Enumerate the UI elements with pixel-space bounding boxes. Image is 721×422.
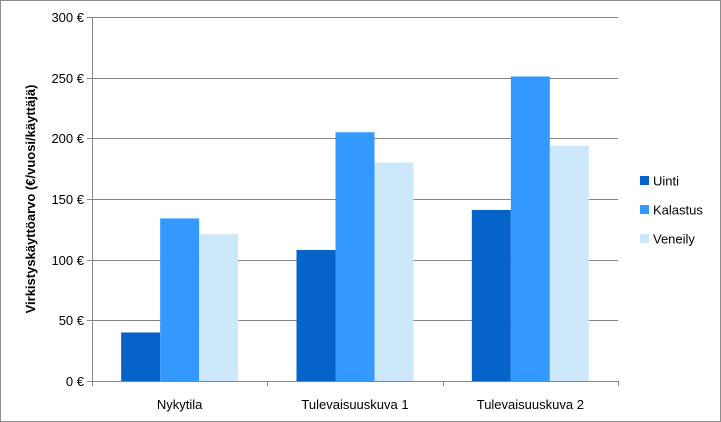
bar-kalastus-3	[510, 76, 550, 381]
bar-kalastus-2	[335, 132, 375, 381]
legend-swatch-uinti	[640, 176, 649, 185]
y-tick-label: 300 €	[51, 10, 84, 25]
legend-swatch-veneily	[640, 234, 649, 243]
bar-uinti-3	[471, 209, 511, 381]
bars	[121, 76, 589, 381]
y-tick-label: 100 €	[51, 253, 84, 268]
y-axis-title: Virkistyskäyttöarvo (€/vuosi/käyttäjä)	[23, 85, 38, 314]
bar-veneily-2	[374, 162, 414, 381]
y-tick-label: 50 €	[59, 313, 85, 328]
y-tick-label: 0 €	[66, 374, 85, 389]
bar-veneily-1	[199, 234, 239, 381]
x-tick-label: Tulevaisuuskuva 1	[301, 397, 408, 412]
bar-veneily-3	[549, 145, 589, 381]
bar-uinti-1	[121, 332, 161, 381]
x-tick-label: Tulevaisuuskuva 2	[477, 397, 584, 412]
legend-label-veneily: Veneily	[653, 232, 695, 247]
legend: Uinti Kalastus Veneily	[640, 174, 703, 247]
legend-label-kalastus: Kalastus	[653, 203, 703, 218]
axes	[92, 17, 619, 386]
y-tick-labels: 0 € 50 € 100 € 150 € 200 € 250 € 300 €	[51, 10, 84, 389]
bar-kalastus-1	[160, 218, 200, 381]
bar-uinti-2	[296, 249, 336, 381]
y-tick-label: 250 €	[51, 71, 84, 86]
y-tick-label: 150 €	[51, 192, 84, 207]
x-tick-labels: Nykytila Tulevaisuuskuva 1 Tulevaisuuskuva…	[157, 397, 584, 412]
legend-swatch-kalastus	[640, 205, 649, 214]
x-tick-label: Nykytila	[157, 397, 203, 412]
y-tick-label: 200 €	[51, 131, 84, 146]
legend-label-uinti: Uinti	[653, 174, 679, 189]
